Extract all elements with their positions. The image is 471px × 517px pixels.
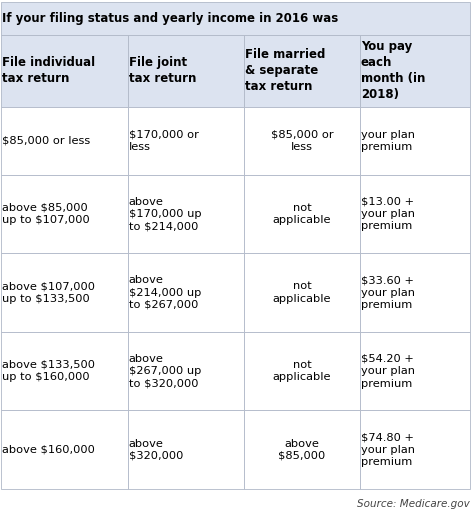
Bar [360,35,470,107]
Bar [360,175,470,253]
Text: $170,000 or
less: $170,000 or less [129,130,198,152]
Text: above
$85,000: above $85,000 [278,438,325,461]
Bar [1,107,128,175]
Bar [360,410,470,489]
Text: $85,000 or less: $85,000 or less [2,136,90,146]
Text: $33.60 +
your plan
premium: $33.60 + your plan premium [361,275,415,310]
Text: above $107,000
up to $133,500: above $107,000 up to $133,500 [2,281,95,303]
Text: above
$267,000 up
to $320,000: above $267,000 up to $320,000 [129,354,201,388]
Text: your plan
premium: your plan premium [361,130,415,152]
Bar [128,107,244,175]
Text: File married
& separate
tax return: File married & separate tax return [245,49,325,94]
Bar [128,332,244,410]
Bar [244,175,360,253]
Text: not
applicable: not applicable [273,203,331,225]
Text: You pay
each
month (in
2018): You pay each month (in 2018) [361,40,425,101]
Text: If your filing status and yearly income in 2016 was: If your filing status and yearly income … [2,12,338,25]
Text: above
$320,000: above $320,000 [129,438,183,461]
Text: not
applicable: not applicable [273,360,331,382]
Bar [128,253,244,332]
Text: $54.20 +
your plan
premium: $54.20 + your plan premium [361,354,415,388]
Bar [244,410,360,489]
Bar [360,253,470,332]
Bar [1,253,128,332]
Bar [244,107,360,175]
Bar [244,253,360,332]
Bar [1,175,128,253]
Bar [244,35,360,107]
Bar [1,410,128,489]
Text: above $85,000
up to $107,000: above $85,000 up to $107,000 [2,203,90,225]
Text: $13.00 +
your plan
premium: $13.00 + your plan premium [361,196,415,231]
Text: $85,000 or
less: $85,000 or less [271,130,333,152]
Text: File individual
tax return: File individual tax return [2,56,95,85]
Bar [128,35,244,107]
Text: File joint
tax return: File joint tax return [129,56,196,85]
Text: above
$214,000 up
to $267,000: above $214,000 up to $267,000 [129,275,201,310]
Bar [360,107,470,175]
Bar [1,332,128,410]
Bar [1,35,128,107]
Text: not
applicable: not applicable [273,281,331,303]
Text: $74.80 +
your plan
premium: $74.80 + your plan premium [361,432,415,467]
Text: above
$170,000 up
to $214,000: above $170,000 up to $214,000 [129,196,201,231]
Text: above $133,500
up to $160,000: above $133,500 up to $160,000 [2,360,95,382]
Bar [128,175,244,253]
Bar [1,2,470,35]
Bar [360,332,470,410]
Bar [128,410,244,489]
Bar [244,332,360,410]
Text: Source: Medicare.gov: Source: Medicare.gov [357,499,470,509]
Text: above $160,000: above $160,000 [2,445,95,454]
